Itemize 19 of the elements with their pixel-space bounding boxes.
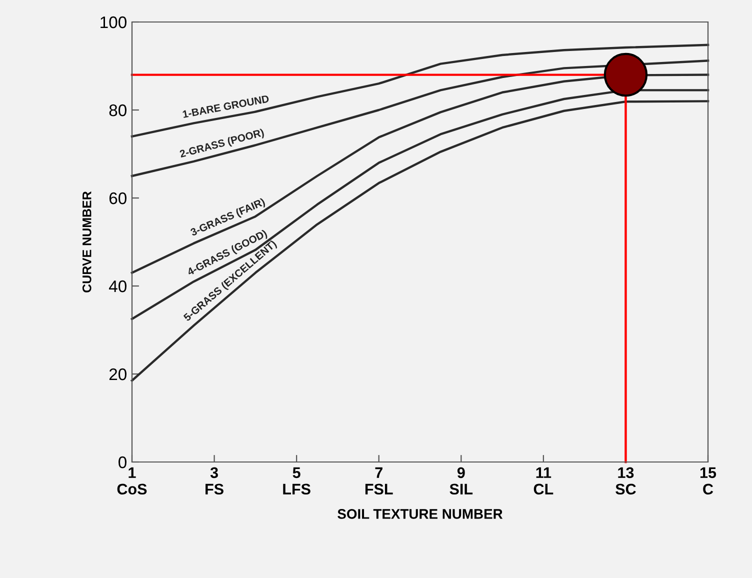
y-tick-label: 40	[108, 280, 126, 292]
line-series	[130, 89, 710, 320]
x-tick-label: 11 CL	[534, 467, 554, 495]
line-series	[130, 60, 710, 178]
y-axis-title: CURVE NUMBER	[82, 191, 92, 292]
x-tick-label: 5 LFS	[283, 467, 310, 495]
x-tick-label: 3 FS	[206, 467, 224, 495]
x-axis-title: SOIL TEXTURE NUMBER	[338, 509, 503, 519]
x-tick-label: 15 C	[700, 467, 716, 495]
x-tick-label: 9 SIL	[450, 467, 473, 495]
x-tick-label: 1 CoS	[117, 467, 147, 495]
annotation: 1-BARE GROUND	[182, 94, 270, 118]
x-tick-label: 7 FSL	[365, 467, 393, 495]
y-tick-label: 20	[109, 368, 126, 380]
x-tick-label: 13 SC	[616, 467, 636, 495]
y-tick-label: 100	[100, 16, 126, 28]
y-tick-label: 60	[109, 192, 126, 204]
y-tick-label: 0	[118, 456, 126, 468]
y-tick-label: 80	[109, 104, 126, 116]
